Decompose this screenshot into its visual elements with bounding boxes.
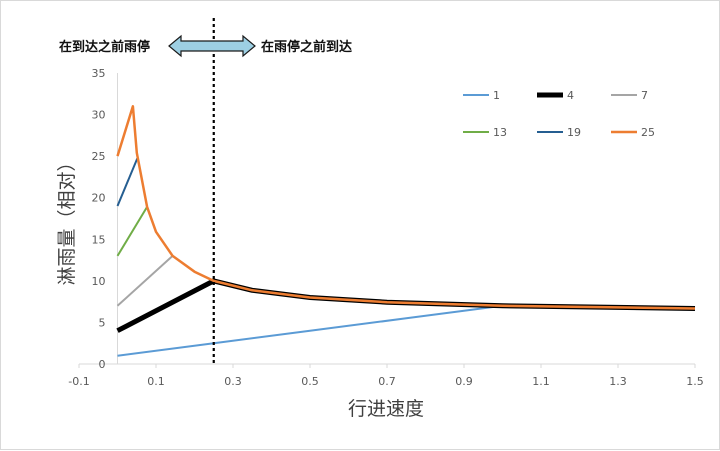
annotation-right: 在雨停之前到达 bbox=[261, 39, 352, 55]
legend: 1 4 7 13 19 25 bbox=[463, 89, 655, 139]
series-line-13 bbox=[116, 206, 148, 257]
series-line-1 bbox=[117, 304, 696, 357]
y-tick-label: 15 bbox=[92, 233, 106, 246]
y-tick-label: 5 bbox=[99, 316, 106, 329]
x-axis-label: 行进速度 bbox=[348, 398, 424, 420]
double-arrow-icon bbox=[168, 34, 256, 58]
x-tick-label: 0.1 bbox=[147, 375, 165, 388]
y-axis-label: 淋雨量（相对） bbox=[56, 152, 78, 285]
x-tick-label: 0.9 bbox=[455, 375, 473, 388]
legend-label-4: 4 bbox=[567, 89, 574, 102]
x-tick-label: 0.7 bbox=[378, 375, 396, 388]
y-tick-label: 35 bbox=[92, 67, 106, 80]
annotation-left: 在到达之前雨停 bbox=[59, 39, 150, 55]
series-line-4 bbox=[116, 278, 696, 333]
x-tick-label: 1.3 bbox=[609, 375, 627, 388]
y-tick-label: 10 bbox=[92, 275, 106, 288]
series-layer bbox=[116, 105, 696, 357]
x-tick-label: 0.3 bbox=[224, 375, 242, 388]
x-tick-label: 1.1 bbox=[532, 375, 550, 388]
legend-label-13: 13 bbox=[493, 126, 507, 139]
axes: -0.1 0.1 0.3 0.5 0.7 0.9 1.1 1.3 1.5 0 5 10 15 20 25 30… bbox=[68, 67, 703, 388]
x-tick-label: 1.5 bbox=[686, 375, 704, 388]
y-tick-label: 20 bbox=[92, 192, 106, 205]
y-tick-label: 25 bbox=[92, 150, 106, 163]
x-tick-label: 0.5 bbox=[301, 375, 319, 388]
y-tick-label: 30 bbox=[92, 109, 106, 122]
x-tick-label: -0.1 bbox=[68, 375, 89, 388]
y-tick-label: 0 bbox=[99, 358, 106, 371]
legend-label-7: 7 bbox=[641, 89, 648, 102]
series-line-7 bbox=[116, 255, 174, 307]
annotation: 在到达之前雨停 在雨停之前到达 bbox=[59, 18, 352, 364]
legend-label-1: 1 bbox=[493, 89, 500, 102]
series-line-19 bbox=[116, 156, 139, 207]
legend-label-19: 19 bbox=[567, 126, 581, 139]
legend-label-25: 25 bbox=[641, 126, 655, 139]
series-line-25 bbox=[116, 105, 696, 310]
